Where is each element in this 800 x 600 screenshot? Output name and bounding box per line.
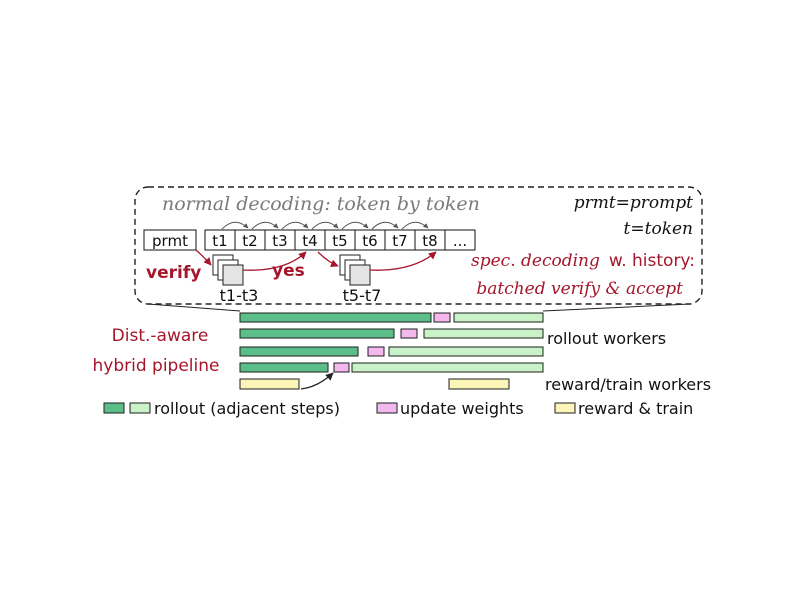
draft-stack-1 [212,254,244,286]
token-label: t4 [302,232,317,250]
token-legend-label: t=token [624,219,693,239]
rollout-workers-label: rollout workers [547,329,666,348]
token-step-arrows [221,221,429,230]
token-label: t7 [392,232,407,250]
legend: rollout (adjacent steps) update weights … [103,399,693,418]
weight-sync-arrow [300,372,334,390]
token-label: t8 [422,232,437,250]
draft-group-1-label: t1-t3 [220,286,259,305]
token-box [444,229,476,251]
accept-arrow-1 [242,251,307,271]
verify-arrow-1 [195,249,212,266]
pipeline-rows [239,312,544,390]
step-arrow [371,221,399,230]
update-bar [433,312,451,323]
callout-connector-left [147,303,241,312]
callout-box [134,186,703,305]
prompt-legend-label: prmt=prompt [574,193,693,213]
verify-label: verify [146,263,201,283]
step-arrow [341,221,369,230]
legend-swatch-reward [554,402,576,414]
rollout-bar-light [388,346,544,357]
reward-bar [448,378,510,390]
rollout-bar-dark [239,312,432,323]
step-arrow [251,221,279,230]
rollout-bar-dark [239,346,359,357]
pipeline-label-line1: Dist.-aware [112,326,209,346]
update-bar [400,328,418,339]
draft-stack-2 [339,254,371,286]
prompt-box [143,229,197,251]
legend-rollout-label: rollout (adjacent steps) [154,399,340,418]
token-label: t5 [332,232,347,250]
token-label: t1 [212,232,227,250]
rollout-bar-dark [239,362,329,373]
step-arrow [401,221,429,230]
legend-swatch-update [376,402,398,414]
token-label: t6 [362,232,377,250]
reward-bar [239,378,300,390]
rollout-bar-light [453,312,544,323]
update-bar [367,346,385,357]
yes-label: yes [272,261,305,281]
rollout-bar-dark [239,328,395,339]
step-arrow [311,221,339,230]
step-arrow [221,221,249,230]
legend-swatch-rollout-light [129,402,151,414]
legend-update-label: update weights [400,399,524,418]
accept-arrow-2 [369,251,437,271]
token-label: t3 [272,232,287,250]
verify-arrow-2 [317,251,339,268]
legend-swatch-rollout-dark [103,402,125,414]
step-arrow [281,221,309,230]
spec-decoding-subtitle: batched verify & accept [476,279,683,299]
normal-decoding-label: normal decoding: token by token [162,193,480,215]
draft-group-2-label: t5-t7 [343,286,382,305]
rollout-bar-light [351,362,544,373]
token-sequence: t1 t2 t3 t4 t5 t6 t7 t8 ... [204,229,476,251]
reward-train-workers-label: reward/train workers [545,375,711,394]
pipeline-label-line2: hybrid pipeline [93,356,220,376]
legend-reward-label: reward & train [578,399,693,418]
rollout-bar-light [423,328,544,339]
prompt-label: prmt [152,232,188,250]
update-bar [333,362,350,373]
token-label: ... [453,232,467,250]
token-label: t2 [242,232,257,250]
callout-connector-right [542,303,691,312]
spec-decoding-title: spec. decoding w. history: [471,251,695,271]
